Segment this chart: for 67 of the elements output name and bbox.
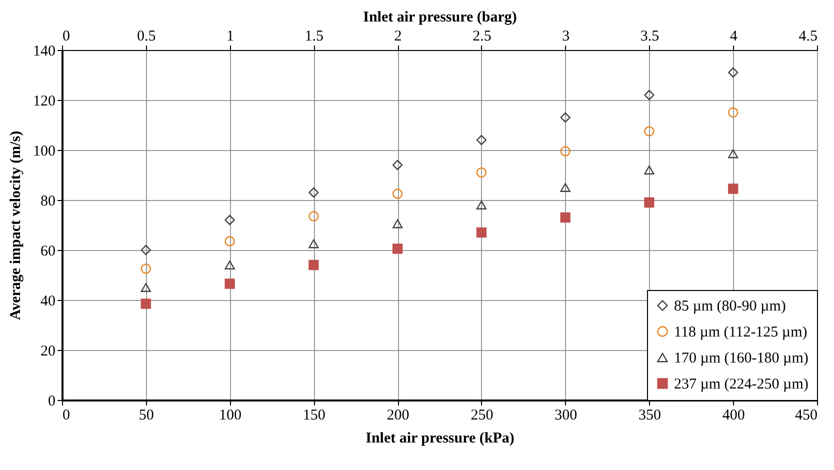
y-tick-label: 80 bbox=[40, 194, 56, 210]
point bbox=[140, 283, 151, 292]
x2-tick-label: 3 bbox=[562, 28, 570, 44]
x2-tick-label: 1 bbox=[226, 28, 234, 44]
y-tick-label: 0 bbox=[48, 394, 56, 410]
x2-tick-label: 3.5 bbox=[640, 28, 660, 44]
legend-label: 237 µm (224-250 µm) bbox=[674, 376, 808, 392]
point bbox=[476, 200, 487, 210]
point bbox=[560, 183, 570, 192]
x-tick-label: 200 bbox=[386, 408, 410, 424]
y-tick-label: 100 bbox=[33, 144, 56, 160]
point bbox=[560, 212, 570, 223]
point bbox=[140, 244, 151, 256]
x-tick-label: 250 bbox=[470, 408, 494, 424]
point bbox=[308, 187, 319, 198]
x-axis-title: Inlet air pressure (kPa) bbox=[366, 430, 514, 446]
point bbox=[560, 112, 570, 123]
x2-tick-label: 0.5 bbox=[137, 28, 156, 44]
x-tick-label: 400 bbox=[722, 408, 745, 424]
y-axis-title: Average impact velocity (m/s) bbox=[8, 130, 24, 320]
point bbox=[392, 244, 403, 254]
point bbox=[644, 166, 654, 174]
point bbox=[560, 146, 570, 156]
legend-label: 118 µm (112-125 µm) bbox=[674, 324, 808, 340]
x2-tick-label: 2.5 bbox=[472, 28, 492, 44]
point bbox=[644, 90, 654, 100]
legend-label: 85 µm (80-90 µm) bbox=[674, 298, 786, 314]
point bbox=[224, 260, 235, 270]
x-tick-label: 150 bbox=[302, 408, 326, 424]
x-tick-label: 300 bbox=[554, 408, 578, 424]
point bbox=[476, 167, 487, 178]
x2-tick-label: 4.5 bbox=[798, 28, 818, 44]
x-tick-label: 0 bbox=[62, 408, 70, 424]
point bbox=[392, 188, 403, 199]
point bbox=[728, 149, 738, 158]
x2-axis-title: Inlet air pressure (barg) bbox=[363, 10, 517, 26]
x2-tick-label: 0 bbox=[62, 28, 70, 44]
point bbox=[728, 67, 738, 78]
x-tick-label: 50 bbox=[138, 408, 154, 424]
point bbox=[308, 211, 319, 222]
x2-tick-label: 1.5 bbox=[304, 28, 324, 44]
point bbox=[476, 134, 487, 146]
point bbox=[644, 197, 654, 208]
x2-tick-label: 4 bbox=[730, 28, 738, 44]
point bbox=[224, 214, 235, 226]
x2-tick-label: 2 bbox=[394, 28, 402, 44]
point bbox=[728, 107, 738, 118]
point bbox=[728, 184, 738, 194]
x-tick-label: 450 bbox=[795, 408, 818, 424]
point bbox=[140, 298, 151, 309]
point bbox=[140, 264, 151, 274]
legend-label: 170 µm (160-180 µm) bbox=[674, 350, 808, 366]
x-tick-label: 100 bbox=[219, 408, 242, 424]
point bbox=[392, 160, 403, 170]
y-tick-label: 20 bbox=[40, 344, 56, 360]
point bbox=[224, 278, 235, 289]
point bbox=[224, 236, 235, 246]
y-tick-label: 120 bbox=[33, 94, 56, 110]
y-tick-label: 60 bbox=[40, 244, 56, 260]
x-tick-label: 350 bbox=[638, 408, 661, 424]
y-tick-label: 140 bbox=[33, 44, 56, 60]
y-tick-label: 40 bbox=[40, 294, 56, 310]
point bbox=[392, 219, 403, 228]
point bbox=[644, 126, 654, 136]
point bbox=[308, 260, 319, 270]
point bbox=[308, 239, 319, 248]
point bbox=[476, 227, 487, 238]
